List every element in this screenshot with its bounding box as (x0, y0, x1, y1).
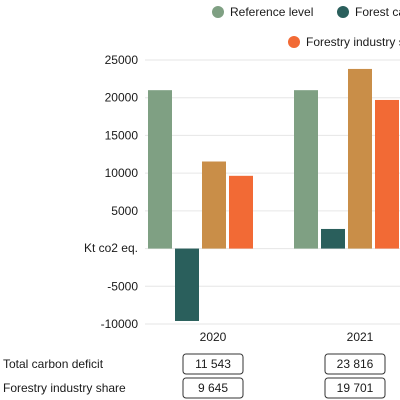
y-tick-label: 20000 (105, 91, 139, 105)
legend: Reference level Forest ca Forestry industr… (212, 5, 400, 49)
legend-swatch (337, 6, 349, 18)
value-box-text: 9 645 (198, 381, 228, 395)
bar-2021-1 (294, 90, 318, 249)
y-tick-label: 10000 (105, 166, 139, 180)
x-tick-label: 2021 (347, 330, 374, 344)
y-tick-label: 15000 (105, 128, 139, 142)
bar-2021-3 (348, 68, 372, 249)
x-axis: 2020 2021 (200, 330, 374, 344)
y-tick-label: -5000 (107, 279, 138, 293)
legend-swatch (212, 6, 224, 18)
value-box-text: 11 543 (195, 357, 231, 371)
y-tick-label: 5000 (111, 204, 138, 218)
bar-2020-1 (148, 90, 172, 249)
y-axis: 25000 20000 15000 10000 5000 -5000 -10000 (101, 53, 139, 331)
bar-2020-2 (175, 248, 199, 321)
value-box (324, 377, 386, 399)
y-axis-label: Kt co2 eq. (84, 241, 138, 255)
table-row-label: Forestry industry share (3, 381, 126, 395)
legend-label: Forest ca (355, 5, 400, 19)
bars (148, 68, 399, 321)
y-tick-label: 25000 (105, 53, 139, 67)
bar-2021-2 (321, 228, 345, 249)
table-row-label: Total carbon deficit (3, 357, 104, 371)
legend-swatch (288, 36, 300, 48)
legend-label: Forestry industry s (306, 35, 400, 49)
value-box-text: 19 701 (337, 381, 374, 395)
value-box (182, 353, 244, 375)
bar-2020-4 (229, 175, 253, 249)
bar-2021-4 (375, 99, 399, 249)
x-tick-label: 2020 (200, 330, 227, 344)
y-tick-label: -10000 (101, 317, 139, 331)
value-box (324, 353, 386, 375)
bar-2020-3 (202, 161, 226, 249)
value-box (182, 377, 244, 399)
legend-label: Reference level (230, 5, 313, 19)
summary-table: Total carbon deficit 11 543 23 816 Forestry… (3, 353, 386, 399)
value-box-text: 23 816 (337, 357, 374, 371)
